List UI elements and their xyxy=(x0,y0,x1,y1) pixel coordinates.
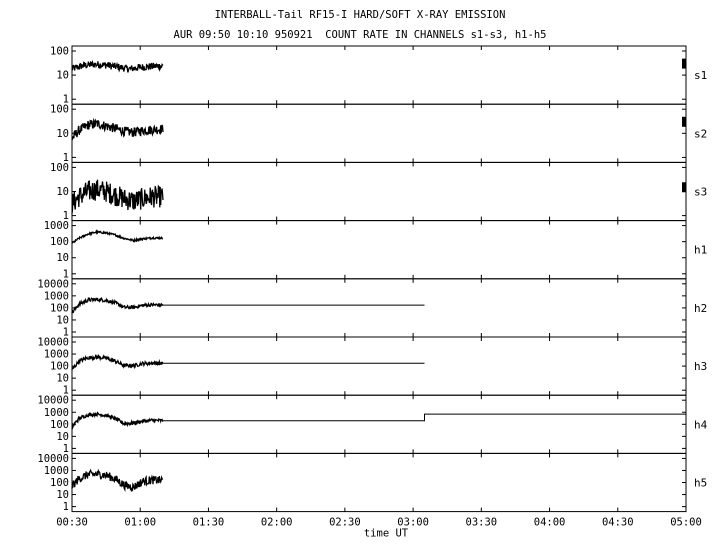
y-tick-label: 10 xyxy=(56,373,69,385)
y-tick-label: 10 xyxy=(56,252,69,264)
channel-label: s2 xyxy=(694,127,707,140)
y-tick-label: 1000 xyxy=(44,220,69,232)
edge-mark xyxy=(682,116,686,127)
series-line xyxy=(71,353,164,370)
y-tick-label: 10000 xyxy=(37,337,69,349)
chart-subtitle: AUR 09:50 10:10 950921 COUNT RATE IN CHA… xyxy=(173,29,547,41)
panel-frame xyxy=(71,45,687,105)
y-tick-label: 10000 xyxy=(37,395,69,407)
edge-mark xyxy=(682,182,686,193)
y-tick-label: 1 xyxy=(63,94,69,106)
channel-label: h5 xyxy=(694,477,707,490)
y-tick-label: 10 xyxy=(56,128,69,140)
channel-label: s1 xyxy=(694,69,707,82)
channel-label: h2 xyxy=(694,302,707,315)
x-axis-label: time UT xyxy=(364,528,409,540)
panel-frame xyxy=(71,336,687,396)
y-tick-label: 10 xyxy=(56,186,69,198)
series-line xyxy=(71,411,164,430)
y-tick-label: 100 xyxy=(50,236,69,248)
channel-label: h1 xyxy=(694,244,707,257)
y-tick-label: 1 xyxy=(63,152,69,164)
y-tick-label: 10000 xyxy=(37,453,69,465)
x-tick-label: 01:00 xyxy=(124,517,156,529)
x-tick-label: 03:30 xyxy=(466,517,498,529)
chart-title: INTERBALL-Tail RF15-I HARD/SOFT X-RAY EM… xyxy=(214,9,506,21)
channel-label: h4 xyxy=(694,418,708,431)
series-line xyxy=(71,179,164,214)
y-tick-label: 100 xyxy=(50,46,69,58)
y-tick-label: 1000 xyxy=(44,465,69,477)
y-tick-label: 1 xyxy=(63,268,69,280)
series-line xyxy=(71,228,164,244)
y-tick-label: 100 xyxy=(50,162,69,174)
series-line xyxy=(71,468,164,493)
y-tick-label: 1 xyxy=(63,327,69,339)
y-tick-label: 10 xyxy=(56,314,69,326)
y-tick-label: 10 xyxy=(56,431,69,443)
panel-frame xyxy=(71,278,687,338)
y-tick-label: 100 xyxy=(50,419,69,431)
x-tick-label: 02:00 xyxy=(261,517,293,529)
y-tick-label: 1 xyxy=(63,443,69,455)
y-tick-label: 10000 xyxy=(37,278,69,290)
series-line xyxy=(71,59,164,73)
channel-label: h3 xyxy=(694,360,707,373)
y-tick-label: 100 xyxy=(50,361,69,373)
channel-label: s3 xyxy=(694,186,707,199)
panel-frame xyxy=(71,452,687,513)
y-tick-label: 1000 xyxy=(44,349,69,361)
y-tick-label: 10 xyxy=(56,489,69,501)
x-tick-label: 00:30 xyxy=(56,517,88,529)
y-tick-label: 100 xyxy=(50,302,69,314)
series-line xyxy=(163,413,686,422)
x-tick-label: 04:30 xyxy=(602,517,634,529)
x-tick-label: 03:00 xyxy=(397,517,429,529)
series-line xyxy=(71,117,164,141)
panel-frame xyxy=(71,394,687,454)
panel-frame xyxy=(71,220,687,280)
y-tick-label: 1000 xyxy=(44,290,69,302)
x-tick-label: 02:30 xyxy=(329,517,361,529)
y-tick-label: 10 xyxy=(56,70,69,82)
y-tick-label: 1 xyxy=(63,210,69,222)
x-tick-label: 05:00 xyxy=(670,517,702,529)
y-tick-label: 100 xyxy=(50,477,69,489)
series-line xyxy=(71,296,164,314)
x-tick-label: 01:30 xyxy=(193,517,225,529)
y-tick-label: 1 xyxy=(63,501,69,513)
edge-mark xyxy=(682,58,686,69)
x-tick-label: 04:00 xyxy=(534,517,566,529)
y-tick-label: 1000 xyxy=(44,407,69,419)
y-tick-label: 1 xyxy=(63,385,69,397)
panel-frame xyxy=(71,103,687,163)
y-tick-label: 100 xyxy=(50,104,69,116)
panel-frame xyxy=(71,161,687,222)
